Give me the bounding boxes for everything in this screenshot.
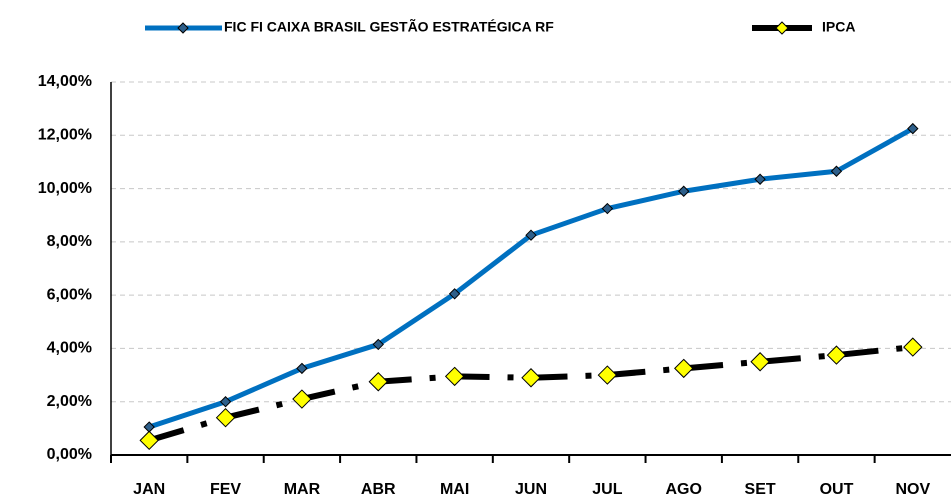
- data-point: [903, 337, 923, 357]
- series-line: [148, 344, 914, 444]
- x-tick-label: AGO: [666, 481, 702, 498]
- x-tick-label: JAN: [133, 481, 165, 498]
- y-tick-label: 6,00%: [47, 286, 92, 303]
- x-tick-label: JUL: [592, 481, 622, 498]
- y-tick-label: 14,00%: [38, 73, 92, 90]
- y-tick-label: 10,00%: [38, 180, 92, 197]
- data-point: [674, 358, 694, 379]
- data-point: [448, 288, 461, 300]
- x-tick-label: SET: [745, 481, 776, 498]
- data-point: [750, 352, 770, 372]
- x-tick-label: NOV: [895, 481, 930, 498]
- x-tick-label: FEV: [210, 481, 241, 498]
- x-tick-label: ABR: [361, 481, 396, 498]
- data-point: [444, 366, 465, 387]
- data-point: [292, 389, 312, 409]
- y-tick-label: 8,00%: [47, 233, 92, 250]
- data-point: [525, 229, 537, 241]
- data-point: [754, 173, 766, 185]
- data-point: [601, 202, 614, 215]
- data-point: [830, 165, 843, 177]
- data-point: [219, 396, 232, 408]
- x-tick-label: JUN: [515, 481, 547, 498]
- y-tick-label: 0,00%: [47, 446, 92, 463]
- data-point: [368, 372, 388, 392]
- data-point: [907, 122, 919, 135]
- legend: FIC FI CAIXA BRASIL GESTÃO ESTRATÉGICA R…: [145, 18, 855, 35]
- legend-label: FIC FI CAIXA BRASIL GESTÃO ESTRATÉGICA R…: [224, 18, 554, 35]
- data-point: [139, 430, 159, 451]
- x-tick-label: MAR: [284, 481, 321, 498]
- data-point: [372, 338, 384, 351]
- data-point: [215, 407, 236, 428]
- legend-label: IPCA: [822, 19, 855, 35]
- y-tick-label: 2,00%: [47, 393, 92, 410]
- data-point: [597, 365, 618, 385]
- y-tick-label: 12,00%: [38, 127, 92, 144]
- data-point: [296, 362, 308, 375]
- legend-marker: [177, 22, 189, 34]
- x-tick-label: OUT: [820, 481, 854, 498]
- legend-marker: [775, 21, 789, 35]
- data-point: [678, 185, 690, 197]
- y-tick-label: 4,00%: [47, 340, 92, 357]
- x-tick-label: MAI: [440, 481, 469, 498]
- data-point: [521, 368, 541, 388]
- data-point: [826, 345, 847, 365]
